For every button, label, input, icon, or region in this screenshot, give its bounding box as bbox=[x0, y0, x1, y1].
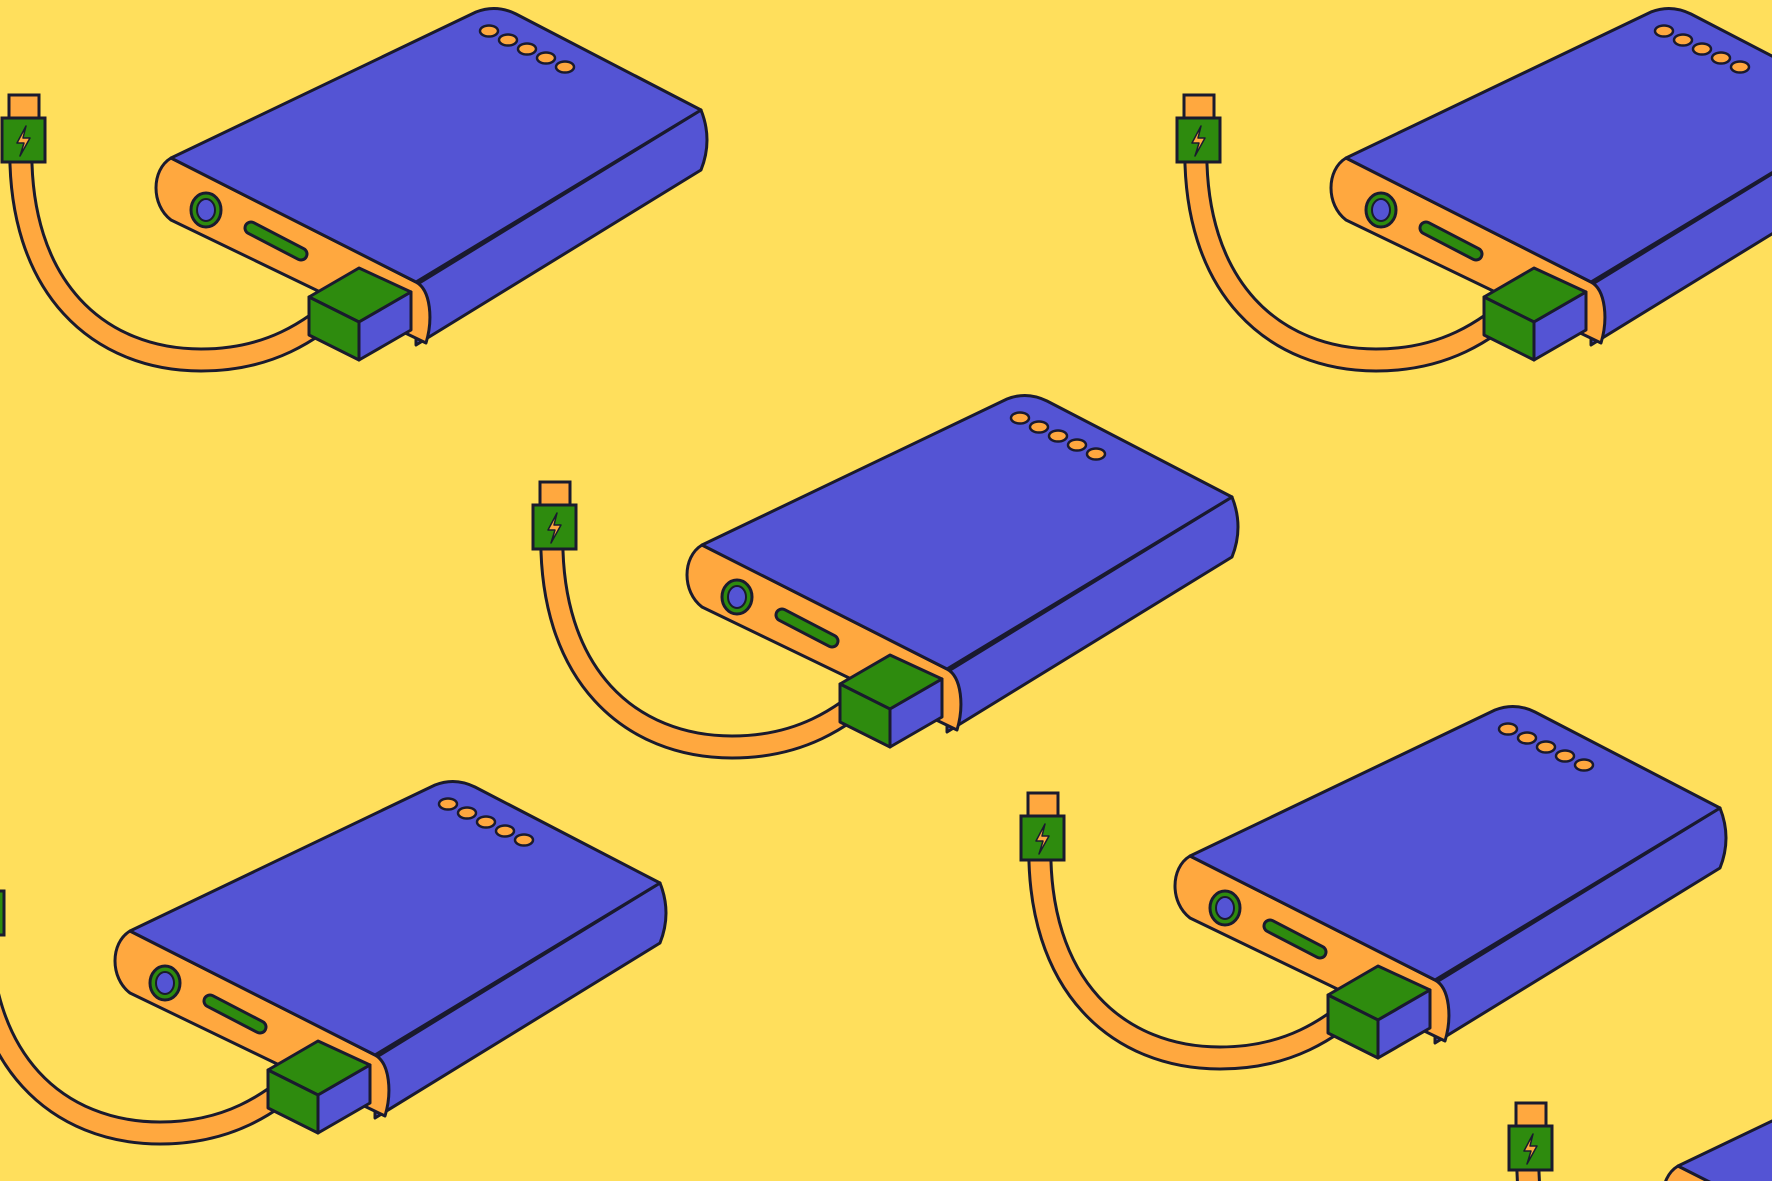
illustration-canvas bbox=[0, 0, 1772, 1181]
power-bank-pattern-illustration bbox=[0, 0, 1772, 1181]
